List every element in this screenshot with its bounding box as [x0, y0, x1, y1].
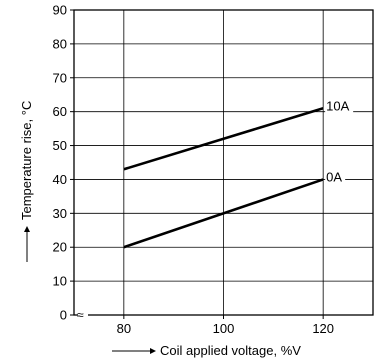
- y-tick-label-40: 40: [53, 172, 67, 187]
- y-axis-ticks: 0 10 20 30 40 50 60 70 80 90: [53, 3, 74, 323]
- series-line-0A: [123, 178, 324, 249]
- y-tick-label-60: 60: [53, 104, 67, 119]
- x-axis-label: Coil applied voltage, %V: [160, 343, 301, 358]
- y-tick-label-0: 0: [60, 308, 67, 323]
- x-axis-break-gap: [78, 309, 88, 321]
- series-label-0A: 0A: [326, 169, 342, 184]
- y-tick-label-30: 30: [53, 206, 67, 221]
- y-axis-label-arrowhead: [24, 226, 30, 232]
- y-tick-label-90: 90: [53, 3, 67, 18]
- series-label-bg-0A: [325, 170, 346, 185]
- series-line-10A: [123, 107, 324, 171]
- series-label-10A: 10A: [326, 98, 349, 113]
- x-tick-label-80: 80: [117, 321, 131, 336]
- y-tick-label-20: 20: [53, 240, 67, 255]
- y-tick-label-50: 50: [53, 138, 67, 153]
- series-label-bg-10A: [325, 99, 354, 114]
- x-axis-ticks: 80 100 120: [117, 315, 334, 336]
- x-axis-label-arrowhead: [150, 348, 156, 354]
- grid: [74, 10, 373, 315]
- y-tick-label-80: 80: [53, 36, 67, 51]
- x-axis-break-mark: ≈: [77, 308, 84, 322]
- y-tick-label-70: 70: [53, 70, 67, 85]
- y-tick-label-10: 10: [53, 274, 67, 289]
- x-tick-label-120: 120: [312, 321, 334, 336]
- x-tick-label-100: 100: [213, 321, 235, 336]
- series: 10A 0A: [123, 98, 354, 249]
- y-axis-label: Temperature rise, °C: [19, 101, 34, 220]
